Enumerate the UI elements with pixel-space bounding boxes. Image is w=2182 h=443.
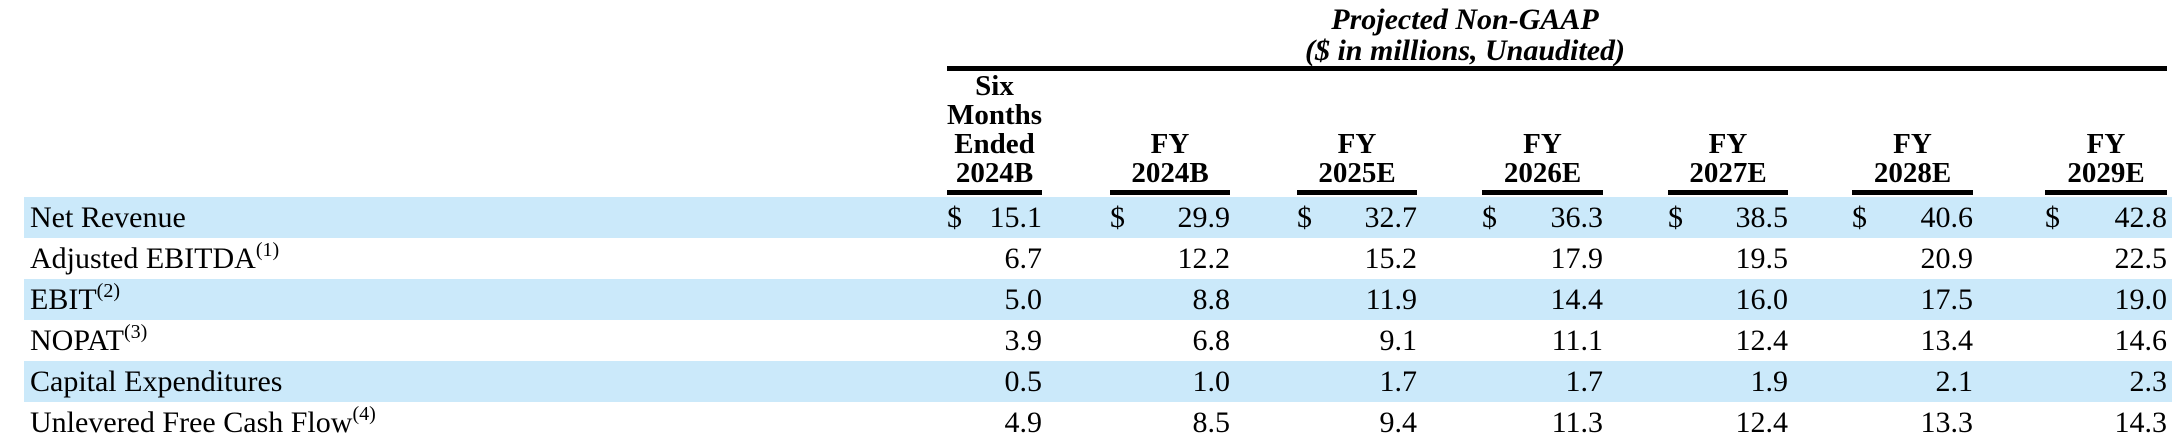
value-cell: 1.9 (1750, 364, 1789, 398)
currency-symbol: $ (947, 200, 962, 234)
footnote-ref: (3) (123, 320, 148, 343)
value-cell: 9.4 (1379, 405, 1418, 439)
value-cell: 2.1 (1935, 364, 1974, 398)
value-cell: 11.3 (1551, 405, 1603, 439)
value-cell: 11.1 (1551, 323, 1603, 357)
row-label: Capital Expenditures (30, 364, 283, 398)
value-cell: 6.8 (1192, 323, 1231, 357)
column-header-line: Six (975, 70, 1014, 102)
table-row-ebit: EBIT(2) 5.0 8.8 11.9 14.4 16.0 17.5 19.0 (24, 279, 2172, 320)
value-cell: 1.7 (1565, 364, 1604, 398)
column-header-fy2025e: FY 2025E (1230, 130, 1417, 195)
currency-symbol: $ (1852, 200, 1867, 234)
table-row-capital-expenditures: Capital Expenditures 0.5 1.0 1.7 1.7 1.9… (24, 361, 2172, 402)
column-header-fy2027e: FY 2027E (1603, 130, 1788, 195)
footnote-ref: (4) (352, 402, 376, 425)
column-header-fy2024b: FY 2024B (1042, 130, 1230, 195)
table-title-line1: Projected Non-GAAP (1331, 3, 1599, 36)
row-label: Net Revenue (30, 200, 186, 234)
value-cell: 17.9 (1550, 241, 1604, 275)
value-cell: 20.9 (1920, 241, 1974, 275)
value-cell: 15.2 (1364, 241, 1418, 275)
column-header-line: Months (947, 99, 1043, 131)
value-cell: 9.1 (1379, 323, 1418, 357)
value-cell: 3.9 (1004, 323, 1043, 357)
value-cell: 14.4 (1550, 282, 1604, 316)
value-cell: 19.0 (2114, 282, 2168, 316)
currency-symbol: $ (1482, 200, 1497, 234)
value-cell: $40.6 (1852, 200, 1973, 234)
value-cell: 2.3 (2129, 364, 2168, 398)
value-cell: 13.3 (1920, 405, 1974, 439)
table-row-nopat: NOPAT(3) 3.9 6.8 9.1 11.1 12.4 13.4 14.6 (24, 320, 2172, 361)
currency-symbol: $ (2045, 200, 2060, 234)
row-label: Unlevered Free Cash Flow(4) (30, 402, 376, 439)
value-cell: 14.6 (2114, 323, 2168, 357)
value-cell: 8.8 (1192, 282, 1231, 316)
footnote-ref: (2) (96, 279, 120, 302)
value-cell: 19.5 (1735, 241, 1789, 275)
value-cell: $32.7 (1297, 200, 1417, 234)
value-cell: 14.3 (2114, 405, 2168, 439)
value-cell: 4.9 (1004, 405, 1043, 439)
column-header-line: Ended (954, 128, 1035, 160)
value-cell: 11.9 (1365, 282, 1417, 316)
table-body: Net Revenue $15.1 $29.9 $32.7 $36.3 $38.… (24, 197, 2172, 443)
row-label: Adjusted EBITDA(1) (30, 238, 280, 275)
column-header-fy2029e: FY 2029E (1973, 130, 2167, 195)
column-header-line: 2024B (955, 157, 1034, 189)
value-cell: 12.4 (1735, 323, 1789, 357)
value-cell: $15.1 (947, 200, 1042, 234)
footnote-ref: (1) (255, 238, 280, 261)
value-cell: 1.7 (1379, 364, 1418, 398)
column-header-six-months: Six Months Ended 2024B (947, 72, 1042, 195)
table-row-net-revenue: Net Revenue $15.1 $29.9 $32.7 $36.3 $38.… (24, 197, 2172, 238)
value-cell: 12.4 (1735, 405, 1789, 439)
value-cell: 13.4 (1920, 323, 1974, 357)
table-title: Projected Non-GAAP ($ in millions, Unaud… (947, 4, 1983, 66)
table-title-line2: ($ in millions, Unaudited) (1304, 34, 1626, 67)
row-label: EBIT(2) (30, 279, 120, 316)
value-cell: $36.3 (1482, 200, 1603, 234)
value-cell: $42.8 (2045, 200, 2167, 234)
value-cell: 5.0 (1004, 282, 1043, 316)
column-header-row: Six Months Ended 2024B FY 2024B FY 2025E… (24, 0, 2172, 195)
table-row-unlevered-free-cash-flow: Unlevered Free Cash Flow(4) 4.9 8.5 9.4 … (24, 402, 2172, 443)
value-cell: 8.5 (1192, 405, 1231, 439)
table-top-rule (947, 66, 2167, 71)
currency-symbol: $ (1668, 200, 1683, 234)
value-cell: 6.7 (1004, 241, 1043, 275)
table-row-adjusted-ebitda: Adjusted EBITDA(1) 6.7 12.2 15.2 17.9 19… (24, 238, 2172, 279)
column-header-fy2028e: FY 2028E (1788, 130, 1973, 195)
currency-symbol: $ (1297, 200, 1312, 234)
value-cell: 17.5 (1920, 282, 1974, 316)
value-cell: $29.9 (1110, 200, 1230, 234)
value-cell: 12.2 (1177, 241, 1231, 275)
value-cell: 1.0 (1192, 364, 1231, 398)
value-cell: 0.5 (1004, 364, 1043, 398)
currency-symbol: $ (1110, 200, 1125, 234)
value-cell: 22.5 (2114, 241, 2168, 275)
row-label: NOPAT(3) (30, 320, 148, 357)
value-cell: $38.5 (1668, 200, 1788, 234)
value-cell: 16.0 (1735, 282, 1789, 316)
column-header-fy2026e: FY 2026E (1417, 130, 1603, 195)
